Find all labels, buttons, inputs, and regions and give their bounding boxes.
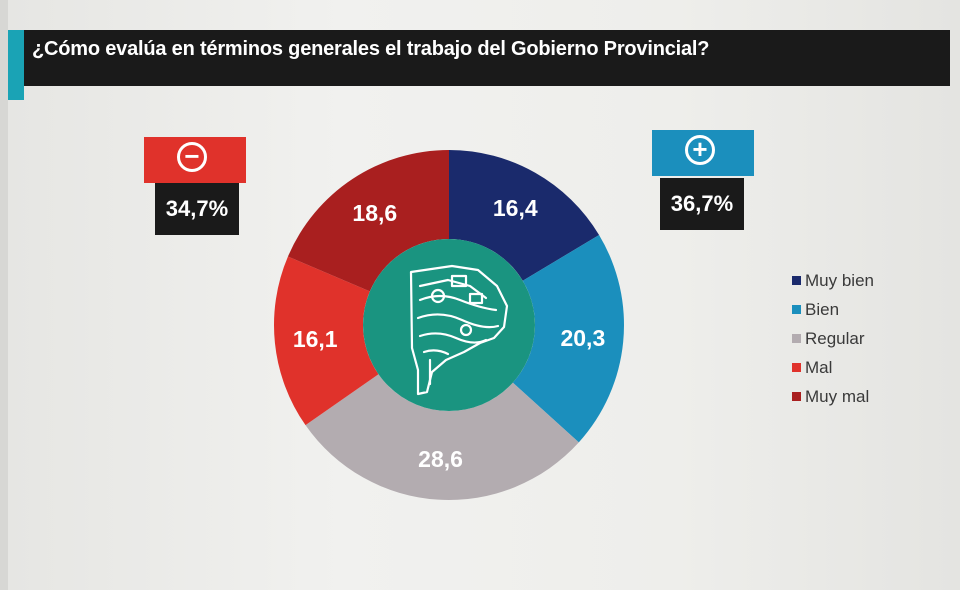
negative-percent: 34,7% bbox=[155, 183, 239, 235]
positive-badge: + bbox=[652, 130, 754, 176]
slice-bien bbox=[512, 234, 624, 443]
slice-value-label: 28,6 bbox=[418, 446, 463, 472]
slice-muy-mal bbox=[287, 150, 449, 292]
legend-item-regular: Regular bbox=[792, 324, 874, 353]
legend-label: Regular bbox=[805, 328, 865, 348]
province-map-logo-icon bbox=[409, 264, 509, 396]
negative-badge: − bbox=[144, 137, 246, 183]
slice-value-label: 16,4 bbox=[493, 195, 538, 221]
slice-regular bbox=[305, 374, 579, 500]
chart-title: ¿Cómo evalúa en términos generales el tr… bbox=[32, 38, 710, 60]
legend-label: Mal bbox=[805, 357, 833, 377]
positive-percent: 36,7% bbox=[660, 178, 744, 230]
legend-swatch bbox=[792, 363, 801, 372]
slice-value-label: 20,3 bbox=[560, 325, 605, 351]
legend-swatch bbox=[792, 334, 801, 343]
legend-swatch bbox=[792, 392, 801, 401]
legend-item-muy-mal: Muy mal bbox=[792, 382, 874, 411]
legend-item-muy-bien: Muy bien bbox=[792, 266, 874, 295]
legend-label: Muy bien bbox=[805, 270, 874, 290]
legend-item-mal: Mal bbox=[792, 353, 874, 382]
legend-label: Bien bbox=[805, 299, 840, 319]
plus-icon: + bbox=[685, 135, 715, 165]
center-logo-disc bbox=[363, 239, 535, 411]
slice-muy-bien bbox=[449, 150, 600, 281]
legend-swatch bbox=[792, 276, 801, 285]
legend-label: Muy mal bbox=[805, 386, 870, 406]
slice-value-label: 16,1 bbox=[293, 326, 338, 352]
legend-swatch bbox=[792, 305, 801, 314]
title-bar: ¿Cómo evalúa en términos generales el tr… bbox=[24, 30, 950, 86]
legend-item-bien: Bien bbox=[792, 295, 874, 324]
slice-mal bbox=[273, 256, 379, 426]
slice-value-label: 18,6 bbox=[352, 200, 397, 226]
chart-legend: Muy bien Bien Regular Mal Muy mal bbox=[792, 266, 874, 411]
title-accent-bar bbox=[8, 30, 24, 100]
minus-icon: − bbox=[177, 142, 207, 172]
